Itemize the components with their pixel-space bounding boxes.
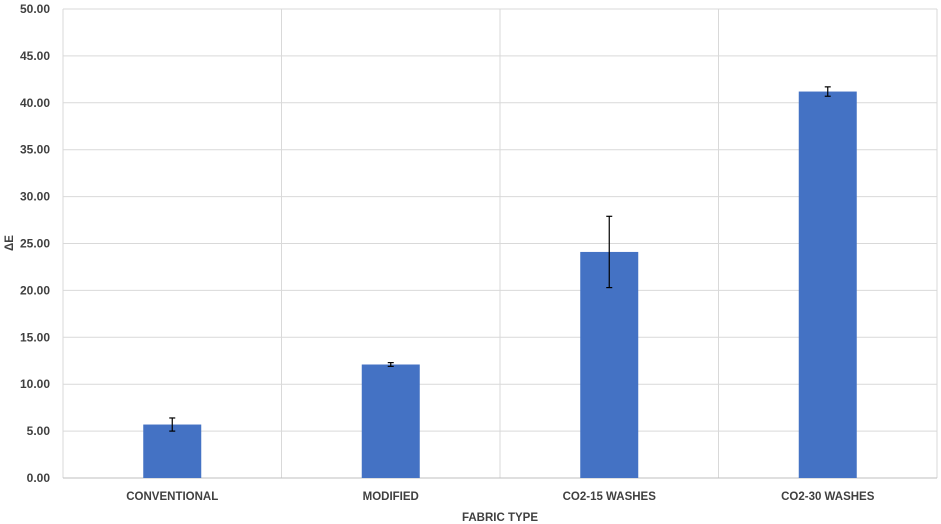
y-tick-label: 35.00 <box>20 143 50 157</box>
y-axis-title: ΔE <box>4 235 16 251</box>
x-category-label: CO2-15 WASHES <box>563 491 657 503</box>
y-tick-label: 30.00 <box>20 190 50 204</box>
x-axis-title: FABRIC TYPE <box>462 512 538 524</box>
y-tick-label: 0.00 <box>27 471 51 485</box>
gridlines <box>62 8 938 479</box>
x-axis-categories: CONVENTIONAL MODIFIED CO2-15 WASHES CO2-30 … <box>126 491 874 503</box>
y-tick-label: 25.00 <box>20 237 50 251</box>
bar <box>798 91 857 478</box>
y-tick-label: 45.00 <box>20 49 50 63</box>
y-tick-label: 40.00 <box>20 96 50 110</box>
x-category-label: CONVENTIONAL <box>126 491 218 503</box>
y-tick-label: 5.00 <box>27 424 51 438</box>
bar <box>143 424 202 478</box>
error-bars <box>169 86 831 432</box>
x-category-label: CO2-30 WASHES <box>781 491 875 503</box>
y-tick-label: 20.00 <box>20 283 50 297</box>
y-tick-label: 50.00 <box>20 2 50 16</box>
bars <box>143 91 857 478</box>
bar <box>580 251 639 478</box>
y-tick-label: 10.00 <box>20 377 50 391</box>
x-category-label: MODIFIED <box>363 491 419 503</box>
y-axis-ticks: 0.00 5.00 10.00 15.00 20.00 25.00 30.00 35.00 40… <box>20 2 50 485</box>
y-tick-label: 15.00 <box>20 330 50 344</box>
bar <box>361 364 420 478</box>
